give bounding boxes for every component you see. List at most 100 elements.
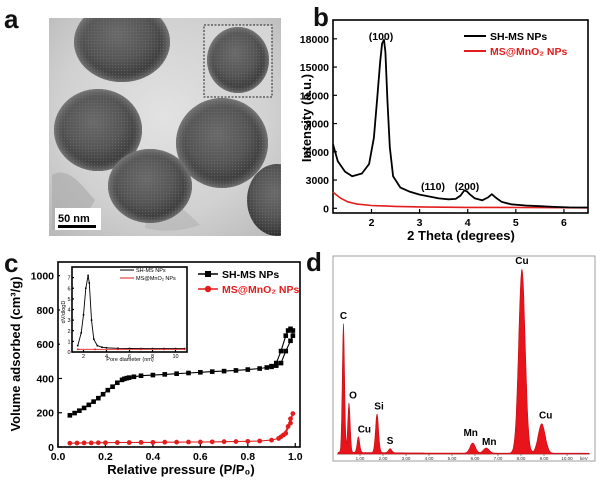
inset-data-point [76, 344, 79, 347]
plot-c-ticks: 0.0 0.2 0.4 0.6 0.8 1.0 0 200 400 600 800 1000 [31, 271, 303, 463]
x-tick-label: 10.00 [561, 456, 573, 461]
plot-b-legend: SH-MS NPs MS@MnO₂ NPs [464, 31, 567, 58]
panel-b: b 2 3 4 5 6 0 3000 6000 9000 12000 15000 18000 Inte… [299, 2, 589, 243]
data-point-sh-ms [126, 375, 132, 380]
x-tick-label: 4 [105, 354, 108, 360]
data-point-ms-mno2 [257, 438, 263, 444]
data-point-sh-ms [290, 328, 296, 333]
x-tick-label: 0.6 [193, 451, 208, 463]
data-point-ms-mno2 [269, 437, 274, 443]
inset-line-sh-ms [77, 275, 185, 350]
x-tick-label: 3 [417, 217, 423, 229]
data-point-sh-ms [115, 380, 120, 386]
peak-annotation-200: (200) [455, 181, 480, 193]
peak-label-si: Si [374, 401, 384, 412]
x-tick-label: 5 [513, 217, 519, 229]
plot-d-ticks: 1.00 2.00 3.00 4.00 5.00 6.00 7.00 8.00 9.00 10.0… [356, 454, 573, 461]
data-point-sh-ms [288, 326, 293, 332]
data-point-sh-ms [150, 372, 156, 378]
data-point-sh-ms [269, 364, 274, 370]
inset-data-point [163, 348, 165, 351]
plot-b-ticks: 2 3 4 5 6 0 3000 6000 9000 12000 15000 18000 [300, 34, 567, 229]
legend-marker-square [205, 271, 211, 277]
data-point-sh-ms [221, 368, 227, 374]
x-tick-label: 6 [561, 217, 567, 229]
nanoparticle [108, 149, 192, 223]
x-tick-label: 2 [369, 217, 375, 229]
inset-data-point [85, 287, 87, 290]
inset-ylabel: dV/dlogD [61, 301, 67, 324]
plot-b-frame [332, 19, 589, 214]
peak-label-o: O [349, 390, 357, 401]
y-tick-label: 4 [67, 308, 70, 314]
peak-label-cu: Cu [539, 411, 552, 422]
data-point-sh-ms [122, 376, 127, 382]
y-tick-label: 15000 [300, 62, 329, 74]
data-point-sh-ms [67, 413, 73, 418]
data-point-sh-ms [105, 387, 111, 393]
data-point-ms-mno2 [162, 439, 168, 445]
data-point-ms-mno2 [288, 420, 293, 426]
inset-data-point [128, 347, 131, 350]
plot-c-frame [57, 261, 301, 448]
data-point-sh-ms [174, 371, 179, 376]
inset-data-point [151, 347, 154, 350]
scale-bar: 50 nm [55, 208, 101, 230]
legend-label-sh-ms: SH-MS NPs [490, 31, 547, 43]
inset-data-point [80, 332, 82, 334]
data-point-sh-ms [124, 375, 130, 381]
inset-data-point [140, 348, 142, 351]
plot-b-xlabel: 2 Theta (degrees) [407, 228, 515, 243]
x-tick-label: 0.8 [240, 451, 255, 463]
data-point-sh-ms [209, 369, 215, 374]
inset-legend-label-ms-mno2: MS@MnO₂ NPs [136, 276, 176, 282]
x-tick-label: 9.00 [540, 456, 549, 461]
data-point-sh-ms [245, 367, 251, 372]
x-tick-label: 4.00 [425, 456, 434, 461]
data-point-sh-ms [119, 377, 125, 383]
legend-label-ms-mno2: MS@MnO₂ NPs [490, 46, 567, 58]
y-tick-label: 1000 [31, 271, 55, 283]
data-point-sh-ms [285, 328, 291, 333]
panel-c: c 0.0 0.2 0.4 0.6 0.8 1.0 0 200 400 600 800 1000 Vo… [4, 248, 303, 477]
inset-data-point [87, 274, 89, 277]
x-tick-label: 6 [128, 354, 131, 360]
plot-d-xlabel: keV [580, 456, 588, 461]
y-tick-label: 2 [67, 329, 70, 335]
data-point-sh-ms [96, 395, 101, 401]
data-point-ms-mno2 [174, 439, 180, 445]
y-tick-label: 1 [67, 339, 70, 345]
inset-data-point [96, 344, 99, 347]
y-tick-label: 3000 [306, 175, 330, 187]
data-point-sh-ms [77, 408, 82, 413]
data-point-sh-ms [273, 360, 279, 366]
data-point-sh-ms [138, 373, 144, 379]
peak-annotation-110: (110) [421, 181, 445, 193]
nanoparticle [54, 89, 142, 171]
legend-label-sh-ms: SH-MS NPs [222, 269, 279, 281]
data-point-sh-ms [131, 374, 137, 380]
inset-data-point [82, 314, 85, 316]
y-tick-label: 6 [67, 286, 70, 292]
data-point-sh-ms [283, 348, 289, 354]
plot-c-legend: SH-MS NPs MS@MnO₂ NPs [198, 269, 299, 296]
data-point-ms-mno2 [288, 416, 293, 422]
peak-label-s: S [387, 436, 394, 447]
x-tick-label: 1.00 [356, 456, 365, 461]
data-point-sh-ms [257, 366, 262, 371]
data-point-ms-mno2 [88, 440, 94, 446]
y-tick-label: 0 [323, 203, 329, 215]
data-point-ms-mno2 [245, 438, 251, 444]
data-point-ms-mno2 [95, 440, 101, 446]
inset-data-point [105, 346, 108, 349]
data-point-ms-mno2 [186, 439, 191, 445]
peak-annotation-100: (100) [369, 31, 394, 43]
data-point-sh-ms [283, 333, 289, 338]
data-point-sh-ms [233, 368, 239, 373]
x-tick-label: 0.4 [146, 451, 161, 463]
y-tick-label: 400 [36, 373, 54, 385]
x-tick-label: 0.0 [51, 451, 66, 463]
plot-d-peak-labels: C O Cu Si S Mn Mn Cu Cu [340, 256, 553, 448]
x-tick-label: 10 [172, 354, 178, 360]
